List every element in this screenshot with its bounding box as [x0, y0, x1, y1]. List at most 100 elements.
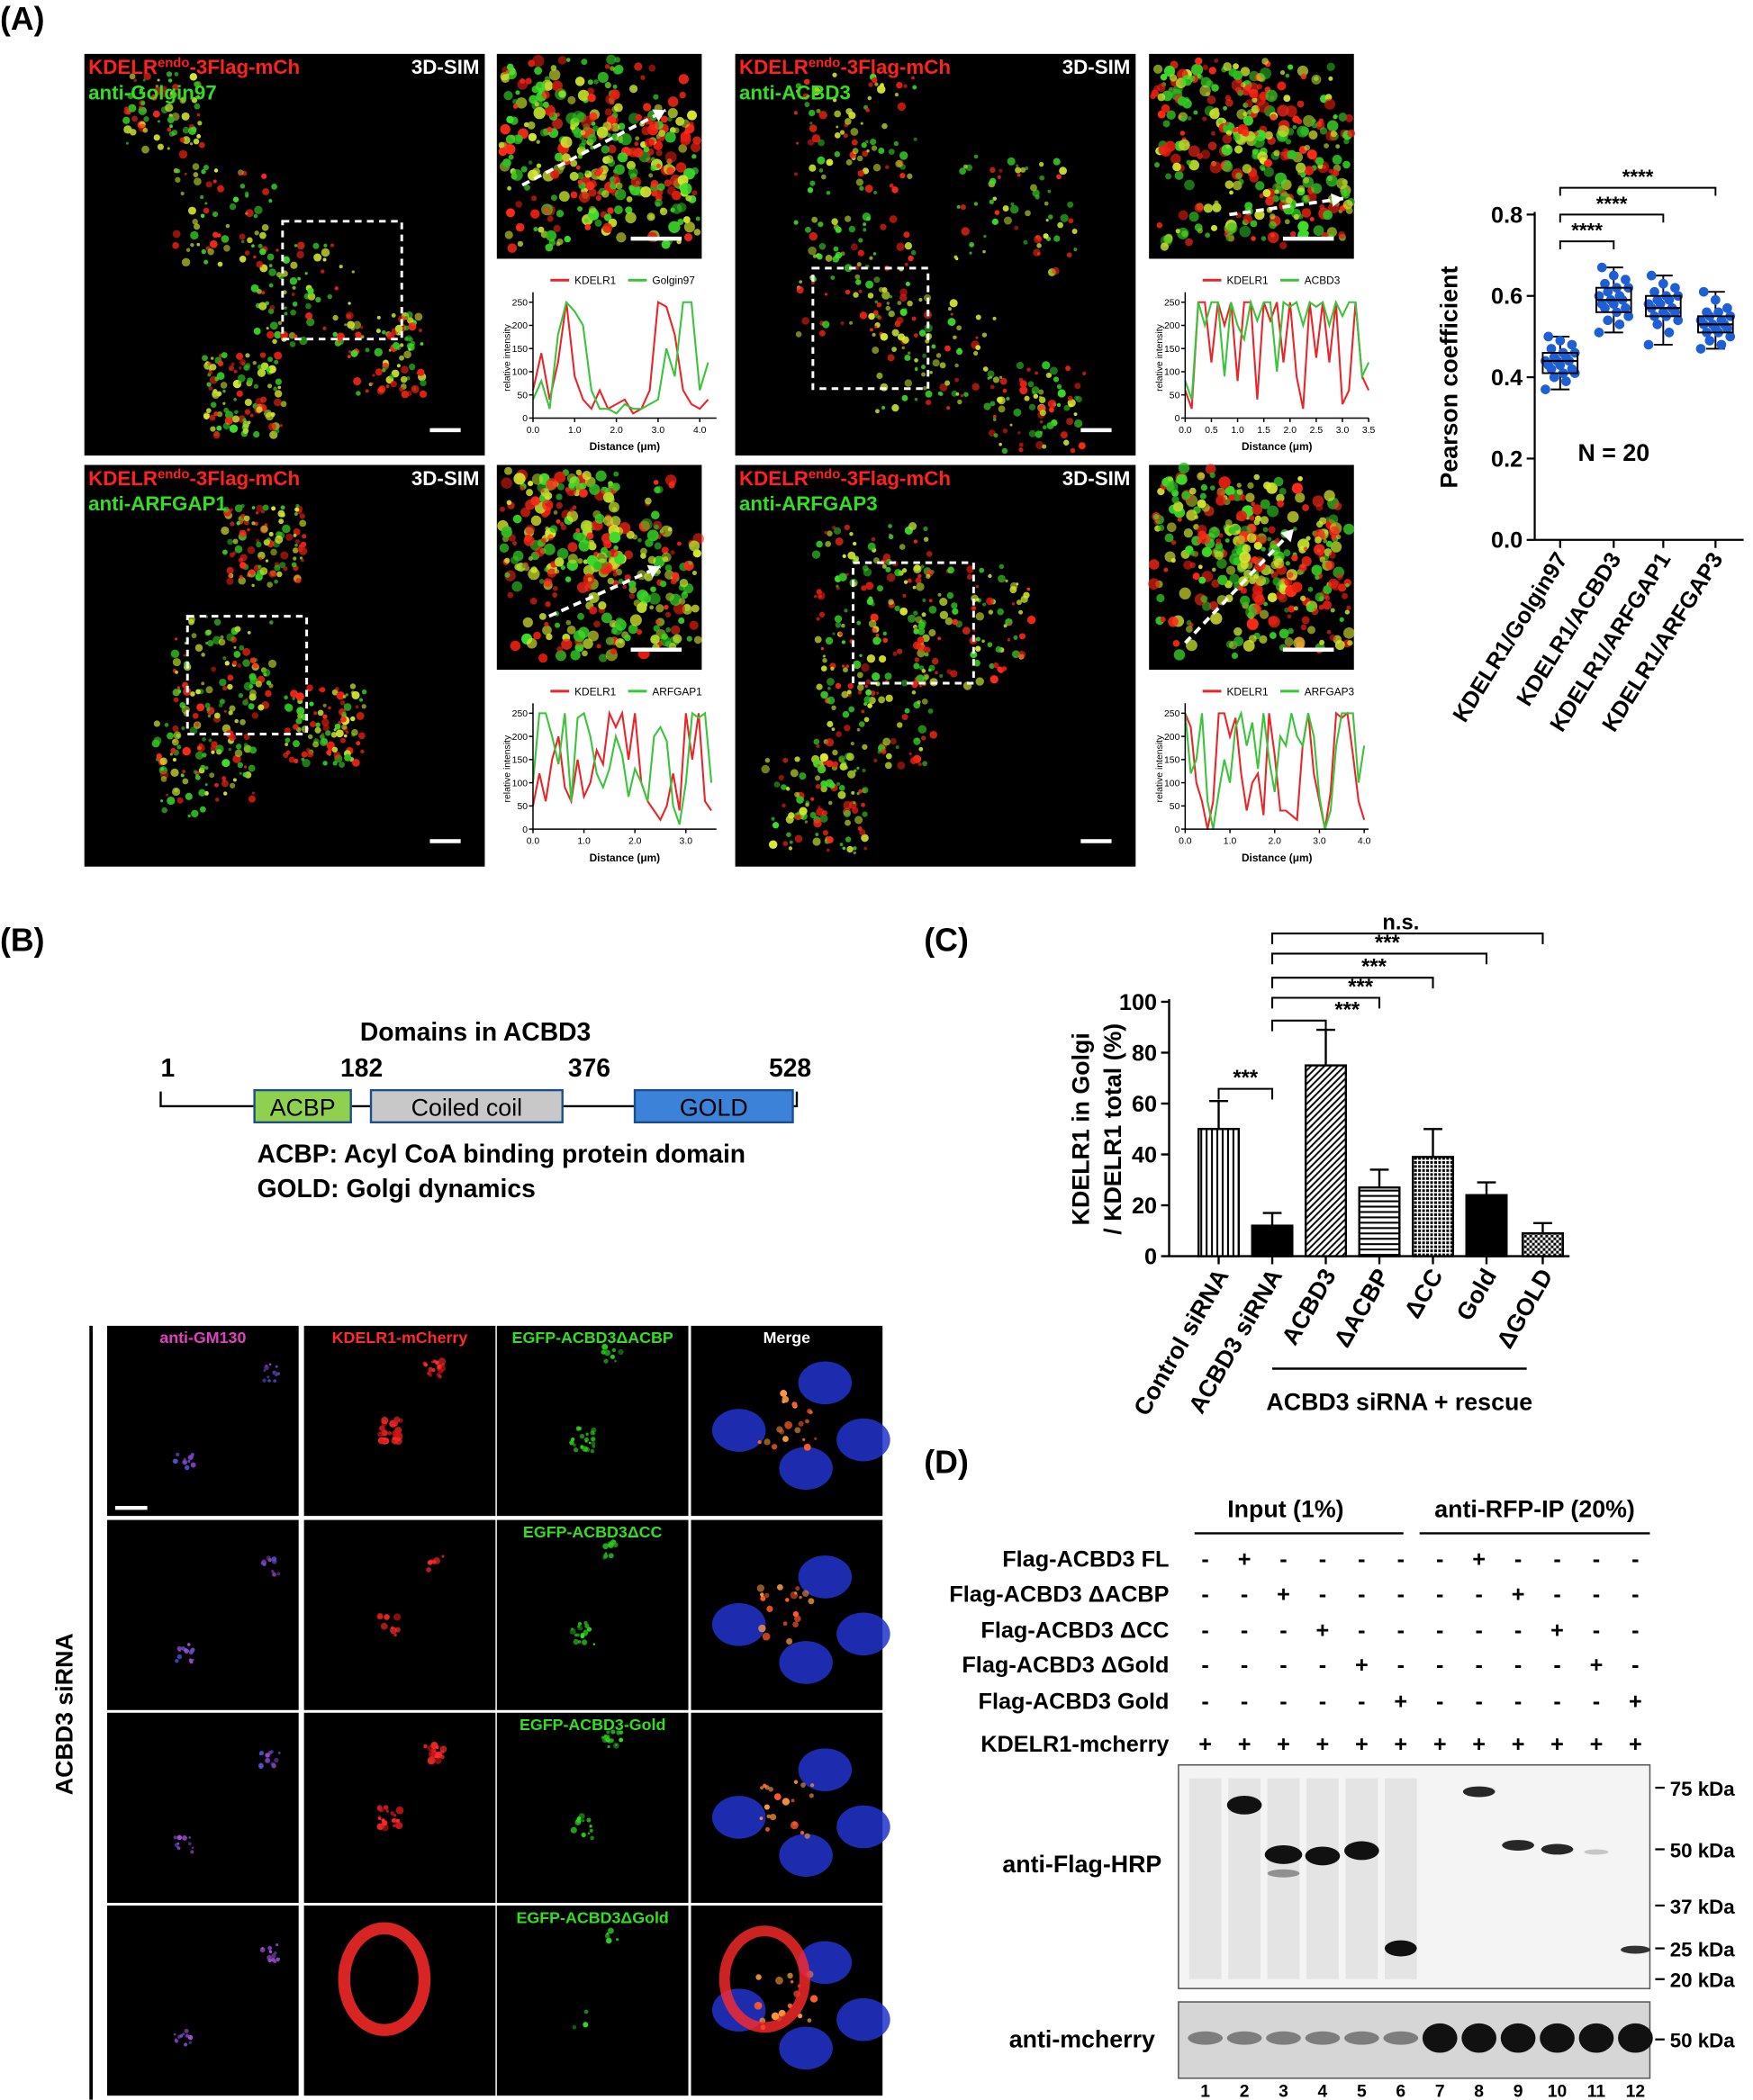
speck — [334, 728, 337, 731]
speck — [504, 467, 512, 475]
speck — [191, 1463, 196, 1468]
speck — [1326, 175, 1338, 186]
speck — [589, 1442, 592, 1445]
speck — [191, 127, 196, 132]
speck — [284, 306, 287, 310]
speck — [1181, 116, 1187, 122]
speck — [1017, 651, 1026, 659]
speck — [420, 342, 424, 346]
speck — [1257, 151, 1268, 162]
speck — [520, 486, 524, 491]
reporter-name: KDELR — [88, 467, 158, 490]
speck — [928, 708, 934, 714]
speck — [253, 662, 258, 668]
speck — [513, 104, 518, 108]
speck — [1015, 167, 1021, 173]
speck — [175, 1659, 178, 1663]
speck — [944, 346, 951, 352]
speck — [655, 542, 662, 549]
speck — [662, 553, 672, 563]
reporter-sup: endo — [809, 57, 841, 71]
speck — [605, 1552, 608, 1555]
speck — [556, 210, 564, 217]
speck — [838, 755, 845, 762]
speck — [328, 707, 330, 709]
speck — [687, 635, 692, 641]
speck — [322, 761, 327, 765]
speck — [406, 391, 411, 396]
speck — [222, 656, 226, 660]
speck — [976, 315, 981, 320]
speck — [1191, 64, 1203, 76]
speck — [573, 111, 584, 122]
speck — [847, 552, 855, 560]
speck — [805, 1834, 810, 1839]
speck — [609, 501, 619, 512]
speck — [504, 572, 510, 578]
speck — [230, 425, 238, 433]
speck — [1263, 527, 1269, 532]
y-axis-label: relative intensity — [1155, 323, 1165, 391]
speck — [1234, 146, 1242, 154]
speck — [948, 307, 952, 311]
speck — [1186, 626, 1193, 633]
antibody-label: anti-Flag-HRP — [1002, 1851, 1161, 1878]
speck — [887, 573, 896, 582]
speck — [990, 675, 998, 683]
speck — [1210, 485, 1215, 491]
speck — [547, 216, 554, 222]
speck — [834, 527, 841, 535]
speck — [1043, 425, 1047, 429]
speck — [648, 556, 656, 564]
speck — [774, 1793, 782, 1800]
speck — [335, 286, 339, 290]
speck — [689, 541, 700, 552]
bar — [1523, 1233, 1563, 1256]
speck — [940, 611, 948, 619]
speck — [1035, 371, 1038, 374]
lane-smear — [1346, 1779, 1378, 1979]
speck — [593, 562, 601, 570]
speck — [671, 579, 677, 585]
speck — [270, 1762, 275, 1766]
speck — [1208, 141, 1217, 150]
speck — [1294, 606, 1298, 610]
speck — [531, 516, 541, 526]
speck — [1039, 176, 1044, 181]
speck — [929, 731, 937, 739]
condition-sign: - — [1319, 1653, 1326, 1678]
speck — [873, 252, 877, 256]
speck — [1212, 568, 1216, 572]
y-tick-label: 150 — [512, 756, 529, 766]
speck — [755, 2002, 763, 2010]
condition-label: KDELR1-mcherry — [980, 1732, 1169, 1757]
data-point — [1699, 287, 1709, 297]
speck — [890, 215, 898, 223]
nucleus — [712, 1603, 765, 1646]
y-axis-label: Pearson coefficient — [1435, 266, 1462, 489]
speck — [234, 410, 239, 414]
annotation: N = 20 — [1578, 439, 1650, 466]
speck — [290, 341, 296, 347]
speck — [998, 405, 1006, 412]
speck — [908, 615, 916, 623]
condition-sign: - — [1593, 1689, 1600, 1714]
speck — [340, 700, 345, 705]
speck — [347, 320, 355, 329]
speck — [1025, 167, 1028, 170]
speck — [269, 1951, 272, 1953]
speck — [680, 579, 688, 587]
y-tick-label: 0 — [1175, 414, 1180, 424]
speck — [660, 581, 666, 587]
zoom-image — [497, 54, 702, 259]
speck — [1252, 149, 1258, 154]
speck — [526, 489, 533, 496]
y-tick-label: 0 — [522, 414, 528, 424]
speck — [392, 1429, 400, 1438]
blot-band — [1266, 2032, 1301, 2045]
speck — [362, 689, 366, 694]
speck — [650, 635, 660, 644]
speck — [167, 147, 170, 149]
speck — [795, 815, 800, 820]
speck — [221, 235, 230, 243]
